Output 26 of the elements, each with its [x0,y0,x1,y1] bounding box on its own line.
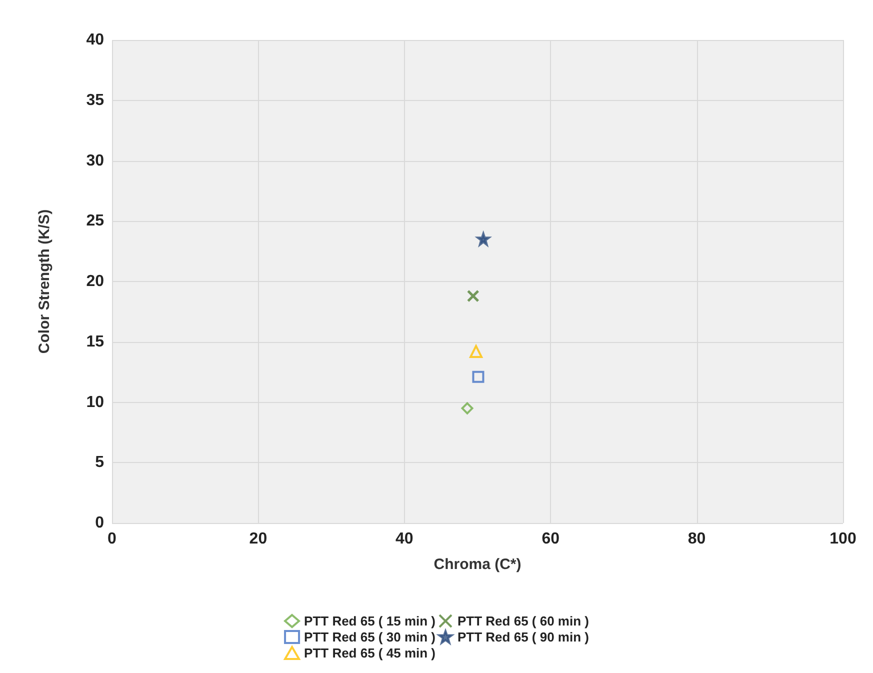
legend-label: PTT Red 65 ( 90 min ) [458,630,589,644]
y-tick-label: 25 [86,212,104,230]
x-axis-title: Chroma (C*) [434,556,522,573]
y-tick-label: 40 [86,32,104,48]
legend-label: PTT Red 65 ( 30 min ) [304,630,436,644]
y-tick-label: 5 [95,454,104,472]
x-tick-label: 80 [688,530,706,548]
point [470,345,483,358]
y-tick-label: 0 [95,514,104,532]
x-tick-label: 60 [542,530,560,548]
y-tick-label: 15 [86,333,104,350]
point [461,402,474,414]
point [472,370,484,383]
y-axis-title: Color Strength (K/S) [36,209,53,354]
point [466,290,480,302]
x-tick-label: 20 [249,530,268,548]
legend-label: PTT Red 65 ( 45 min ) [304,646,436,660]
y-tick-label: 30 [86,152,104,170]
y-tick-label: 10 [86,394,104,411]
legend-label: PTT Red 65 ( 15 min ) [304,614,436,628]
legend-label: PTT Red 65 ( 60 min ) [458,614,589,628]
x-tick-label: 100 [830,530,856,548]
x-tick-label: 40 [396,530,414,548]
y-tick-label: 20 [86,273,104,290]
x-tick-label: 0 [108,530,117,548]
y-tick-label: 35 [86,92,104,109]
